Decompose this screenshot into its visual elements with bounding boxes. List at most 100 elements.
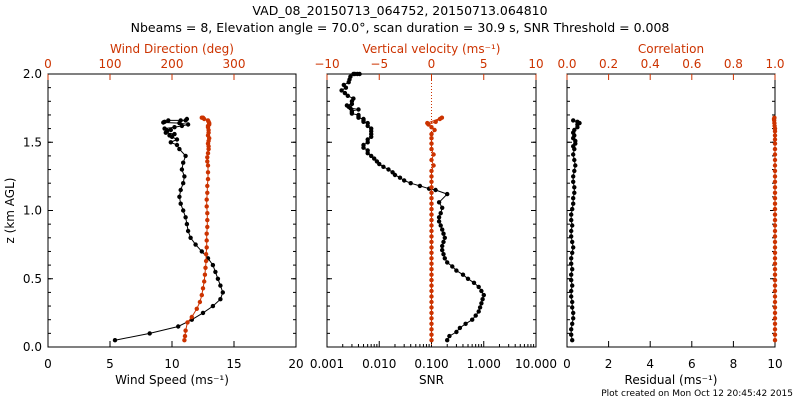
red-series-right-point bbox=[772, 294, 778, 299]
black-series-middle-point bbox=[441, 231, 446, 236]
black-series-right-point bbox=[571, 174, 576, 179]
black-series-left-point bbox=[179, 167, 185, 172]
black-series-middle-point bbox=[445, 260, 450, 265]
red-series-middle-point bbox=[429, 288, 434, 294]
black-series-right-point bbox=[572, 168, 577, 174]
red-series-right-point bbox=[772, 206, 778, 212]
black-series-left-point bbox=[215, 276, 221, 281]
black-series-middle-point bbox=[390, 170, 395, 175]
black-series-right-point bbox=[572, 157, 577, 163]
bottom-tick-label: 5 bbox=[106, 357, 114, 371]
black-series-right-point bbox=[569, 212, 574, 217]
top-tick-label: 10 bbox=[528, 57, 543, 71]
red-series-middle-point bbox=[429, 223, 434, 228]
black-series-left-point bbox=[210, 303, 216, 309]
red-series-middle-point bbox=[429, 146, 434, 152]
red-series-left-point bbox=[205, 190, 210, 195]
black-series-middle-point bbox=[351, 96, 356, 101]
black-series-middle-point bbox=[473, 313, 478, 318]
black-series-middle-point bbox=[365, 120, 370, 126]
bottom-tick-label: 2 bbox=[605, 357, 613, 371]
black-series-right-point bbox=[569, 234, 574, 239]
black-series-middle-point bbox=[374, 159, 380, 164]
bottom-tick-label: 15 bbox=[226, 357, 241, 371]
red-series-right-point bbox=[772, 179, 778, 184]
red-series-middle-point bbox=[429, 157, 434, 163]
black-series-middle-point bbox=[402, 178, 407, 183]
black-series-middle-point bbox=[341, 82, 346, 88]
red-series-right-point bbox=[772, 245, 778, 250]
red-series-left-point bbox=[205, 183, 210, 189]
red-series-left-point bbox=[205, 163, 211, 168]
red-series-left-point bbox=[205, 176, 211, 182]
plot-created-footer: Plot created on Mon Oct 12 20:45:42 2015 bbox=[601, 389, 793, 399]
red-series-middle-point bbox=[429, 283, 434, 288]
y-tick-label: 0.5 bbox=[23, 272, 42, 286]
black-series-left-point bbox=[174, 137, 180, 142]
plot-frame bbox=[47, 73, 297, 348]
black-series-right-point bbox=[571, 201, 576, 206]
black-series-left-point bbox=[184, 221, 190, 227]
red-series-left-point bbox=[203, 265, 208, 270]
black-series-left-point bbox=[178, 201, 183, 206]
red-series-middle-point bbox=[429, 131, 434, 137]
black-series-middle-point bbox=[339, 88, 344, 93]
black-series-middle-point bbox=[356, 107, 361, 112]
red-series-middle-point bbox=[425, 120, 430, 126]
black-series-left-point bbox=[182, 174, 187, 179]
black-series-middle-point bbox=[481, 292, 486, 298]
top-tick-label: 0.0 bbox=[557, 57, 576, 71]
red-series-right-point bbox=[772, 137, 778, 142]
red-series-middle-point bbox=[429, 234, 434, 239]
black-series-left-point bbox=[183, 153, 188, 159]
black-series-right-point bbox=[572, 185, 577, 190]
black-series-middle-point bbox=[445, 338, 450, 343]
top-axis-label: Correlation bbox=[638, 42, 704, 56]
red-series-left-point bbox=[205, 224, 210, 230]
black-series-left-point bbox=[181, 160, 186, 165]
red-series-right-point bbox=[772, 332, 778, 337]
black-series-middle-point bbox=[356, 112, 361, 118]
red-series-left-point bbox=[202, 272, 208, 277]
black-series-left-point bbox=[183, 215, 188, 220]
black-series-right-point bbox=[571, 118, 576, 123]
black-series-left-point bbox=[162, 126, 167, 131]
red-series-middle-point bbox=[429, 125, 434, 130]
black-series-left-point bbox=[220, 290, 225, 295]
black-series-right-point bbox=[569, 228, 574, 234]
red-series-right-point bbox=[772, 316, 778, 321]
y-tick-label: 1.0 bbox=[23, 204, 42, 218]
black-series-middle-point bbox=[460, 272, 466, 277]
top-tick-label: −5 bbox=[370, 57, 388, 71]
black-series-middle-point bbox=[408, 181, 413, 186]
red-series-right-point bbox=[772, 146, 778, 152]
red-series-left-point bbox=[185, 320, 190, 325]
black-series-right-point bbox=[570, 283, 575, 288]
red-series-middle-point bbox=[429, 136, 434, 141]
red-series-middle-point bbox=[429, 310, 434, 316]
top-tick-label: −10 bbox=[314, 57, 339, 71]
red-series-middle-point bbox=[429, 245, 434, 250]
black-series-right-point bbox=[572, 190, 577, 195]
red-series-right-point bbox=[772, 267, 778, 272]
red-series-middle-point bbox=[429, 190, 434, 195]
black-series-left-point bbox=[218, 297, 223, 302]
red-series-right-point bbox=[772, 321, 778, 326]
black-series-left-point bbox=[188, 235, 193, 240]
black-series-middle-point bbox=[438, 223, 443, 228]
black-series-middle-point bbox=[440, 205, 445, 210]
chart-title-line2: Nbeams = 8, Elevation angle = 70.0°, sca… bbox=[131, 20, 670, 35]
red-series-middle-point bbox=[429, 327, 434, 332]
bottom-tick-label: 0.001 bbox=[310, 357, 344, 371]
red-series-middle-point bbox=[429, 168, 434, 174]
red-series-middle-point bbox=[431, 152, 436, 157]
black-series-middle-point bbox=[463, 321, 468, 326]
red-series-middle-point bbox=[429, 332, 434, 337]
black-series-right-point bbox=[569, 217, 574, 223]
red-series-right-point bbox=[772, 174, 778, 179]
red-series-right-point bbox=[772, 256, 778, 261]
black-series-left-point bbox=[199, 249, 204, 254]
black-series-middle-point bbox=[365, 137, 370, 142]
black-series-middle-point bbox=[372, 156, 377, 161]
